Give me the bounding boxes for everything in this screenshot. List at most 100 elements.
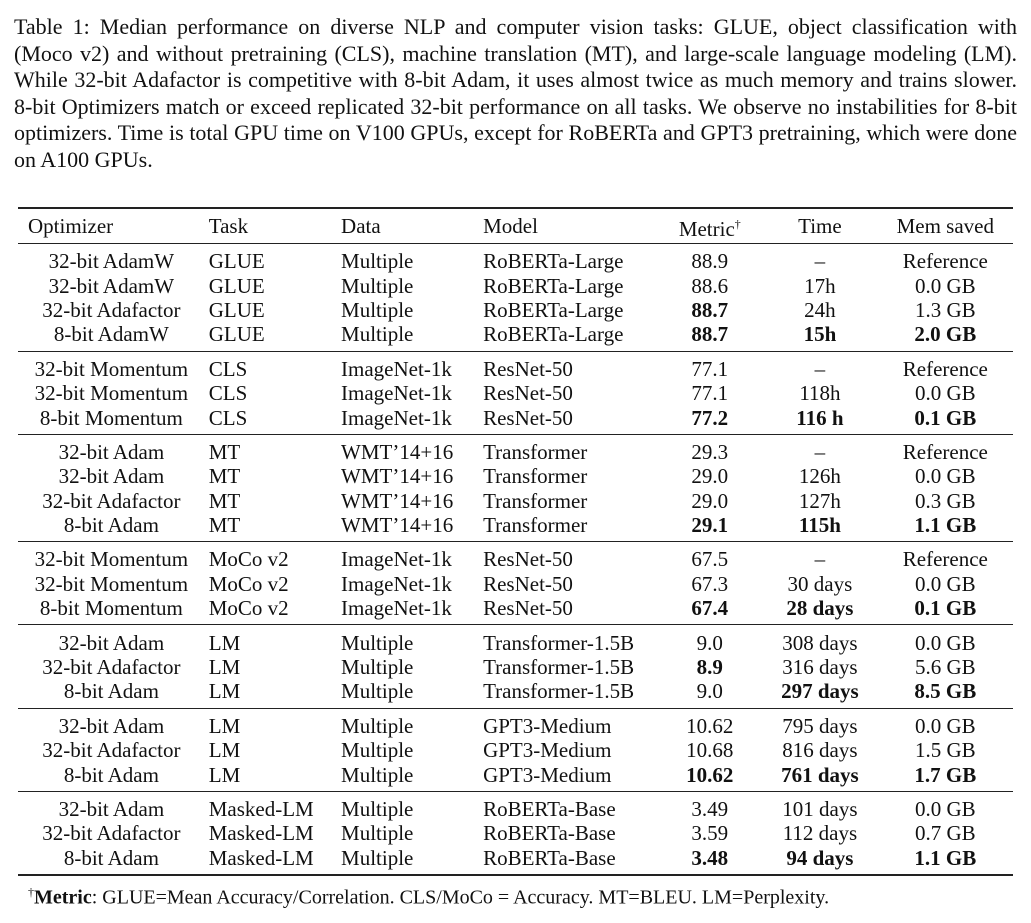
cell-time: 115h bbox=[798, 513, 841, 538]
cell-time: 308 days bbox=[782, 630, 858, 655]
cell-time: 118h bbox=[799, 381, 841, 406]
cell-model: Transformer bbox=[483, 488, 588, 513]
cell-data: Multiple bbox=[341, 273, 414, 298]
cell-mem-saved: 0.0 GB bbox=[914, 464, 976, 489]
cell-metric: 77.1 bbox=[691, 356, 729, 381]
cell-time: 316 days bbox=[782, 655, 858, 680]
cell-task: Masked-LM bbox=[208, 845, 314, 870]
table-row: 32-bit Adafactor LM Multiple GPT3-Medium 10.… bbox=[18, 738, 1013, 762]
table-row: 8-bit Momentum MoCo v2 ImageNet-1k ResNet-5… bbox=[18, 596, 1013, 625]
cell-time: – bbox=[814, 356, 826, 381]
table-group: 32-bit Adam MT WMT’14+16 Transformer 29.3 – Re… bbox=[18, 434, 1013, 542]
cell-optimizer: 32-bit Momentum bbox=[34, 381, 189, 406]
header-optimizer: Optimizer bbox=[28, 214, 114, 238]
table-row: 8-bit AdamW GLUE Multiple RoBERTa-Large 88.7… bbox=[18, 322, 1013, 351]
cell-mem-saved: 1.5 GB bbox=[914, 738, 976, 763]
cell-mem-saved: 1.7 GB bbox=[914, 762, 977, 787]
header-metric: Metric† bbox=[657, 208, 762, 244]
cell-model: ResNet-50 bbox=[483, 547, 573, 572]
cell-model: RoBERTa-Base bbox=[483, 797, 616, 821]
header-metric-label: Metric bbox=[678, 216, 735, 241]
cell-data: WMT’14+16 bbox=[341, 513, 454, 538]
cell-mem-saved: 0.0 GB bbox=[914, 797, 976, 821]
cell-mem-saved: 0.0 GB bbox=[914, 273, 976, 298]
cell-mem-saved: 0.0 GB bbox=[914, 713, 976, 738]
cell-optimizer: 32-bit Adam bbox=[58, 797, 165, 821]
cell-mem-saved: 2.0 GB bbox=[914, 322, 977, 347]
cell-task: LM bbox=[208, 762, 241, 787]
cell-task: Masked-LM bbox=[208, 797, 314, 821]
table-row: 32-bit AdamW GLUE Multiple RoBERTa-Large 88.… bbox=[18, 273, 1013, 298]
cell-data: Multiple bbox=[341, 322, 414, 347]
cell-task: MT bbox=[208, 513, 241, 538]
cell-task: LM bbox=[208, 738, 241, 763]
cell-data: ImageNet-1k bbox=[341, 356, 452, 381]
cell-mem-saved: 1.3 GB bbox=[914, 297, 976, 322]
cell-mem-saved: 5.6 GB bbox=[914, 655, 976, 680]
table-group: 32-bit Adam Masked-LM Multiple RoBERTa-Base… bbox=[18, 791, 1013, 875]
cell-data: Multiple bbox=[341, 655, 414, 680]
cell-optimizer: 32-bit Momentum bbox=[34, 356, 189, 381]
header-time: Time bbox=[798, 214, 842, 238]
cell-time: 30 days bbox=[787, 571, 853, 596]
cell-data: Multiple bbox=[341, 797, 414, 821]
cell-task: LM bbox=[208, 655, 241, 680]
footnote-text: : GLUE=Mean Accuracy/Correlation. CLS/Mo… bbox=[91, 886, 830, 909]
cell-metric: 67.3 bbox=[691, 571, 729, 596]
cell-optimizer: 8-bit AdamW bbox=[53, 322, 169, 347]
footnote-label: Metric bbox=[34, 886, 92, 909]
cell-metric: 29.1 bbox=[691, 513, 729, 538]
cell-task: Masked-LM bbox=[208, 821, 314, 846]
table-row: 32-bit Momentum MoCo v2 ImageNet-1k ResNet-… bbox=[18, 542, 1013, 572]
cell-model: RoBERTa-Large bbox=[483, 249, 624, 274]
cell-mem-saved: 0.1 GB bbox=[914, 405, 977, 430]
table-row: 8-bit Adam MT WMT’14+16 Transformer 29.1 115h… bbox=[18, 513, 1013, 542]
cell-metric: 3.49 bbox=[691, 797, 729, 821]
cell-optimizer: 8-bit Momentum bbox=[39, 405, 183, 430]
cell-time: 116 h bbox=[796, 405, 844, 430]
cell-model: RoBERTa-Large bbox=[483, 273, 624, 298]
cell-model: ResNet-50 bbox=[483, 356, 573, 381]
table-caption: Table 1: Median performance on diverse N… bbox=[14, 14, 1017, 172]
dagger-marker: † bbox=[734, 216, 741, 231]
results-table: Optimizer Task Data Model Metric† Time M… bbox=[18, 207, 1013, 876]
table-row: 8-bit Adam LM Multiple Transformer-1.5B 9.0 2… bbox=[18, 679, 1013, 708]
header-model: Model bbox=[483, 214, 538, 238]
cell-mem-saved: 1.1 GB bbox=[914, 845, 977, 870]
cell-metric: 29.0 bbox=[691, 488, 729, 513]
cell-task: MoCo v2 bbox=[208, 596, 289, 621]
cell-mem-saved: 0.3 GB bbox=[914, 488, 976, 513]
cell-optimizer: 8-bit Adam bbox=[63, 762, 159, 787]
cell-optimizer: 8-bit Adam bbox=[63, 513, 159, 538]
header-data: Data bbox=[341, 214, 381, 238]
cell-data: Multiple bbox=[341, 630, 414, 655]
cell-data: Multiple bbox=[341, 297, 414, 322]
cell-mem-saved: 0.7 GB bbox=[914, 821, 976, 846]
cell-data: WMT’14+16 bbox=[341, 488, 454, 513]
header-mem-saved: Mem saved bbox=[896, 214, 994, 238]
cell-data: ImageNet-1k bbox=[341, 571, 452, 596]
cell-time: – bbox=[814, 547, 826, 572]
cell-time: 127h bbox=[798, 488, 841, 513]
cell-optimizer: 32-bit Adam bbox=[58, 439, 165, 464]
cell-optimizer: 32-bit Adam bbox=[58, 713, 165, 738]
table-row: 32-bit Momentum CLS ImageNet-1k ResNet-50 77… bbox=[18, 351, 1013, 381]
cell-mem-saved: 0.0 GB bbox=[914, 381, 976, 406]
table-group: 32-bit AdamW GLUE Multiple RoBERTa-Large 88.… bbox=[18, 244, 1013, 352]
cell-optimizer: 32-bit AdamW bbox=[48, 273, 175, 298]
cell-time: 101 days bbox=[782, 797, 858, 821]
cell-model: Transformer-1.5B bbox=[483, 630, 635, 655]
cell-optimizer: 32-bit Momentum bbox=[34, 571, 189, 596]
table-row: 32-bit Adafactor GLUE Multiple RoBERTa-Larg… bbox=[18, 298, 1013, 322]
cell-time: 126h bbox=[798, 464, 841, 489]
cell-model: Transformer-1.5B bbox=[483, 655, 635, 680]
cell-mem-saved: 1.1 GB bbox=[914, 513, 977, 538]
cell-metric: 77.2 bbox=[691, 405, 729, 430]
table-row: 32-bit Adafactor Masked-LM Multiple RoBERTa… bbox=[18, 821, 1013, 845]
cell-task: CLS bbox=[208, 356, 248, 381]
cell-data: ImageNet-1k bbox=[341, 381, 452, 406]
cell-metric: 3.48 bbox=[691, 845, 729, 870]
table-row: 32-bit Adafactor MT WMT’14+16 Transformer 29… bbox=[18, 489, 1013, 513]
cell-mem-saved: 0.0 GB bbox=[914, 571, 976, 596]
table-row: 32-bit Momentum MoCo v2 ImageNet-1k ResNet-… bbox=[18, 572, 1013, 596]
